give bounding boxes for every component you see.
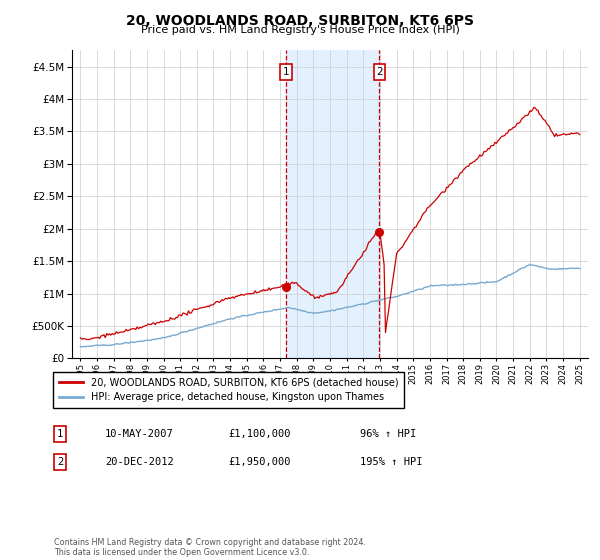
Text: 1: 1 bbox=[283, 67, 289, 77]
Text: Price paid vs. HM Land Registry's House Price Index (HPI): Price paid vs. HM Land Registry's House … bbox=[140, 25, 460, 35]
Text: 1: 1 bbox=[57, 429, 63, 439]
Text: 10-MAY-2007: 10-MAY-2007 bbox=[105, 429, 174, 439]
Text: 2: 2 bbox=[376, 67, 383, 77]
Text: 20-DEC-2012: 20-DEC-2012 bbox=[105, 457, 174, 467]
Bar bbox=[286, 50, 379, 358]
Text: £1,950,000: £1,950,000 bbox=[228, 457, 290, 467]
Text: 195% ↑ HPI: 195% ↑ HPI bbox=[360, 457, 422, 467]
Legend: 20, WOODLANDS ROAD, SURBITON, KT6 6PS (detached house), HPI: Average price, deta: 20, WOODLANDS ROAD, SURBITON, KT6 6PS (d… bbox=[53, 372, 404, 408]
Text: 2: 2 bbox=[57, 457, 63, 467]
Text: 20, WOODLANDS ROAD, SURBITON, KT6 6PS: 20, WOODLANDS ROAD, SURBITON, KT6 6PS bbox=[126, 14, 474, 28]
Text: Contains HM Land Registry data © Crown copyright and database right 2024.
This d: Contains HM Land Registry data © Crown c… bbox=[54, 538, 366, 557]
Text: £1,100,000: £1,100,000 bbox=[228, 429, 290, 439]
Text: 96% ↑ HPI: 96% ↑ HPI bbox=[360, 429, 416, 439]
